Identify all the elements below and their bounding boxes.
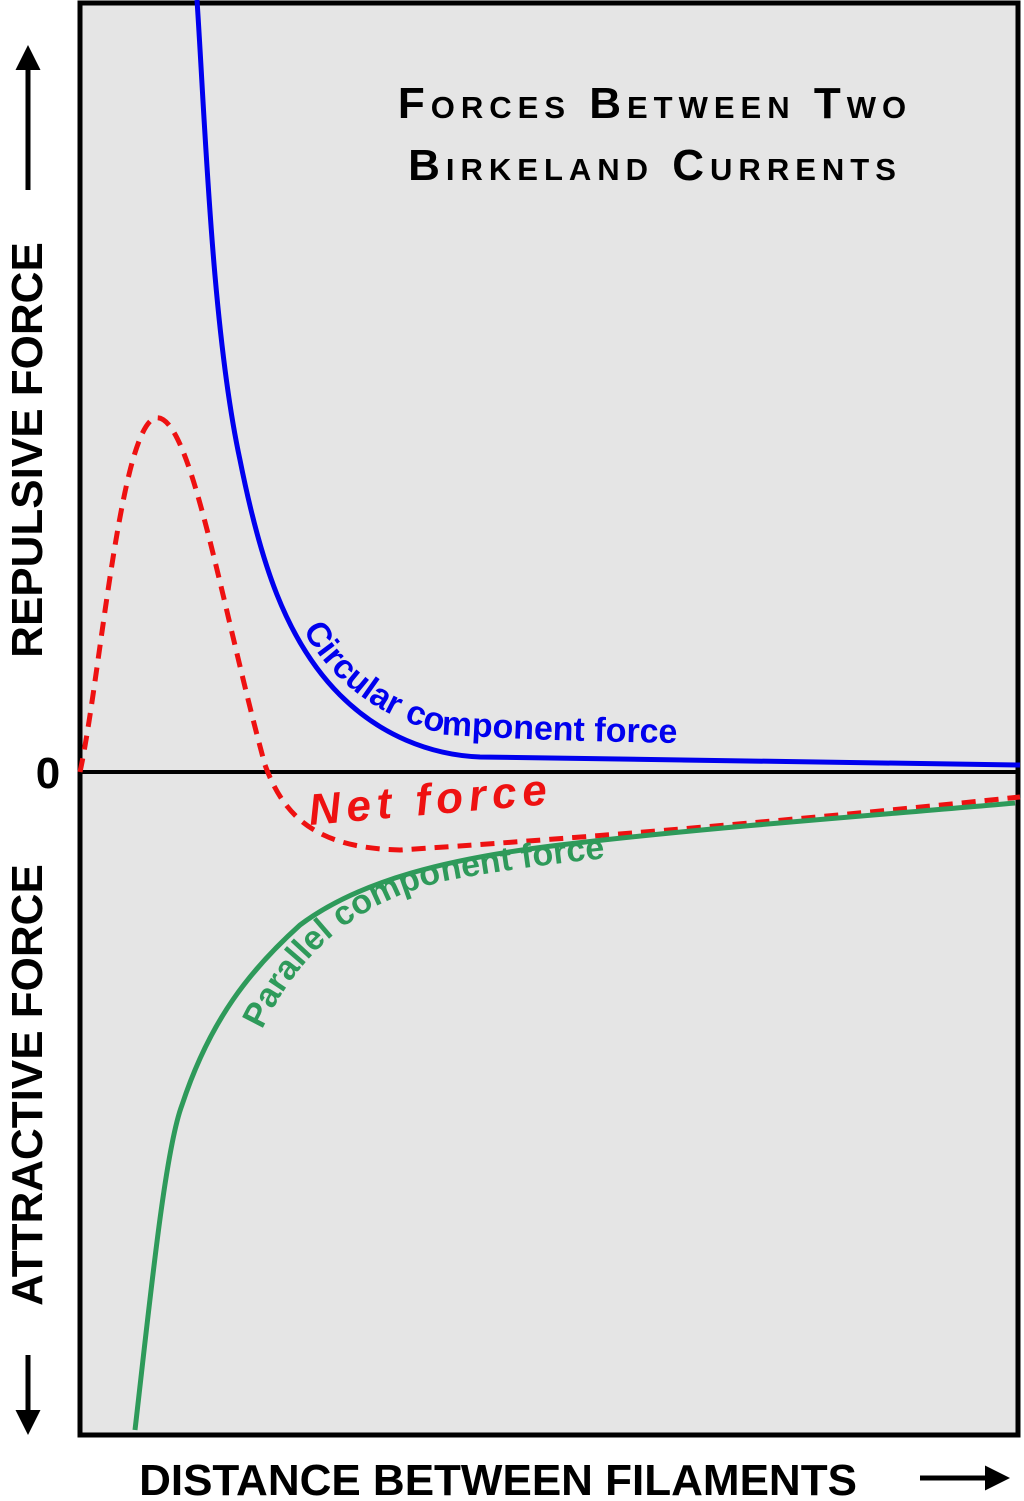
circular-curve <box>194 0 1021 768</box>
y-label-attractive: ATTRACTIVE FORCE <box>3 864 52 1306</box>
x-label: DISTANCE BETWEEN FILAMENTS <box>139 1456 857 1501</box>
title-line-2: Birkeland Currents <box>408 141 902 190</box>
plot-area <box>77 0 1021 1438</box>
net-curve <box>77 415 1021 853</box>
title-line-1: Forces Between Two <box>398 79 912 128</box>
y-label-repulsive: REPULSIVE FORCE <box>3 242 52 658</box>
parallel-curve <box>132 800 1016 1431</box>
zero-label: 0 <box>36 749 60 798</box>
